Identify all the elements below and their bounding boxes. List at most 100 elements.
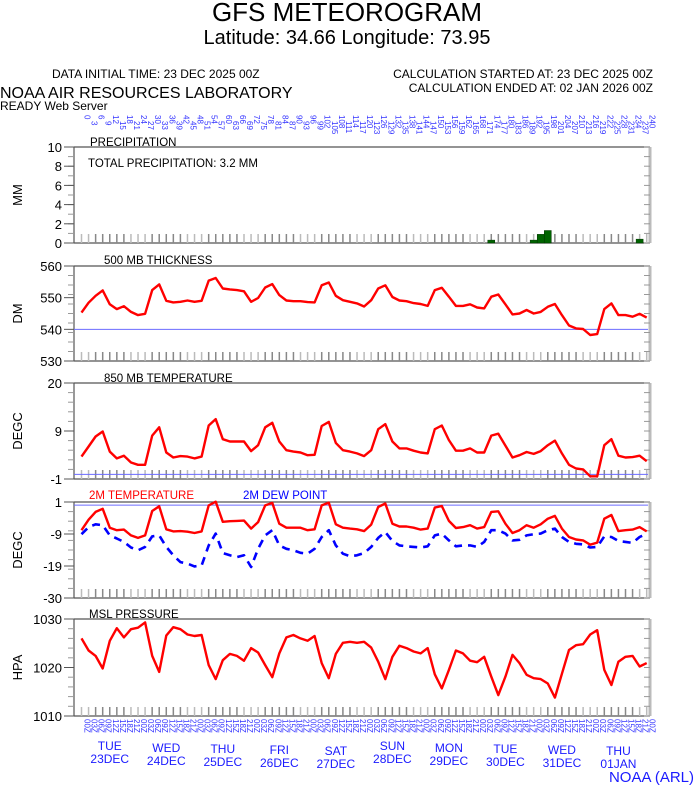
precip-bar [635, 238, 644, 244]
top-hour-label: 171 [485, 121, 494, 135]
top-hour-label: 183 [513, 121, 522, 135]
bottom-time-label: 03Z [372, 719, 381, 733]
top-hour-label: 66 [238, 115, 247, 124]
top-hour-label: 84 [280, 115, 289, 124]
bottom-time-label: 18Z [464, 719, 473, 733]
bottom-time-label: 18Z [407, 719, 416, 733]
top-hour-label: 45 [188, 121, 197, 130]
top-hour-label: 138 [407, 115, 416, 129]
bottom-time-label: 00Z [139, 719, 148, 733]
top-hour-label: 132 [393, 115, 402, 129]
top-hour-label: 225 [612, 121, 621, 135]
top-hour-label: 0 [83, 115, 92, 120]
bottom-time-label: 03Z [203, 719, 212, 733]
top-hour-label: 27 [146, 121, 155, 130]
bottom-time-label: 21Z [358, 719, 367, 733]
top-hour-label: 174 [492, 115, 501, 129]
bottom-time-label: 00Z [252, 719, 261, 733]
y-tick-label: 10 [48, 140, 62, 155]
bottom-time-label: 12Z [506, 719, 515, 733]
initial-time: DATA INITIAL TIME: 23 DEC 2025 00Z [52, 67, 260, 81]
bottom-time-label: 00Z [478, 719, 487, 733]
top-hour-label: 51 [203, 121, 212, 130]
date-label: 24DEC [147, 754, 186, 768]
t2m-legend: 2M TEMPERATURE [89, 490, 194, 502]
precip-title: PRECIPITATION [90, 137, 176, 149]
top-hour-label: 135 [400, 121, 409, 135]
bottom-time-label: 06Z [379, 719, 388, 733]
top-hour-label: 144 [422, 115, 431, 129]
top-hour-label: 180 [506, 115, 515, 129]
top-hour-label: 57 [217, 121, 226, 130]
bottom-time-label: 09Z [160, 719, 169, 733]
series-0-line [80, 417, 648, 478]
top-hour-label: 219 [598, 121, 607, 135]
dewpoint-legend: 2M DEW POINT [243, 490, 327, 502]
day-of-week-label: MON [435, 741, 463, 755]
bottom-time-label: 18Z [294, 719, 303, 733]
top-hour-label: 102 [323, 115, 332, 129]
y-tick-label: 560 [40, 259, 62, 274]
dewpoint-line [80, 522, 648, 569]
bottom-time-label: 09Z [443, 719, 452, 733]
bottom-time-label: 03Z [429, 719, 438, 733]
bottom-time-label: 03Z [259, 719, 268, 733]
bottom-time-label: 06Z [153, 719, 162, 733]
precip-bar [544, 230, 552, 244]
bottom-time-label: 00Z [591, 719, 600, 733]
top-hour-label: 24 [139, 115, 148, 124]
top-hour-label: 60 [224, 115, 233, 124]
y-tick-label: 1010 [33, 709, 62, 724]
bottom-time-label: 09Z [217, 719, 226, 733]
day-of-week-label: SAT [325, 744, 348, 758]
mslp-title: MSL PRESSURE [89, 609, 179, 621]
bottom-time-label: 15Z [400, 719, 409, 733]
bottom-time-label: 00Z [365, 719, 374, 733]
panel-0: 10 8 6 4 2 0 MM [10, 140, 652, 251]
series-0-line [80, 500, 648, 546]
bottom-time-label: 06Z [605, 719, 614, 733]
series-0-line [80, 276, 648, 337]
bottom-time-label: 15Z [118, 719, 127, 733]
top-hour-label: 63 [231, 121, 240, 130]
location-subtitle: Latitude: 34.66 Longitude: 73.95 [204, 27, 491, 49]
top-hour-label: 87 [287, 121, 296, 130]
bottom-time-label: 09Z [386, 719, 395, 733]
bottom-time-label: 00Z [422, 719, 431, 733]
bottom-time-label: 03Z [542, 719, 551, 733]
y-tick-label: 1020 [33, 661, 62, 676]
top-hour-label: 192 [535, 115, 544, 129]
y-tick-label: 530 [40, 354, 62, 369]
bottom-time-label: 09Z [612, 719, 621, 733]
top-hour-label: 39 [174, 121, 183, 130]
chart-title: GFS METEOROGRAM [212, 0, 482, 27]
bottom-time-label: 03Z [146, 719, 155, 733]
bottom-time-label: 12Z [280, 719, 289, 733]
y-tick-label: -9 [50, 527, 62, 542]
lab-name: NOAA AIR RESOURCES LABORATORY [0, 85, 293, 102]
y-tick-label: 2 [55, 217, 62, 232]
bottom-time-label: 00Z [648, 719, 657, 733]
top-hour-label: 111 [344, 121, 353, 134]
bottom-time-label: 15Z [627, 719, 636, 733]
bottom-time-label: 21Z [302, 719, 311, 733]
bottom-time-label: 09Z [104, 719, 113, 733]
bottom-time-label: 15Z [231, 719, 240, 733]
precip-bar [487, 239, 496, 244]
y-axis-label: DM [10, 303, 25, 323]
top-hour-label: 33 [160, 121, 169, 130]
top-hour-label: 129 [386, 121, 395, 135]
day-of-week-label: WED [152, 741, 180, 755]
top-hour-label: 90 [294, 115, 303, 124]
y-tick-label: 4 [55, 198, 62, 213]
bottom-time-label: 21Z [528, 719, 537, 733]
precip-total: TOTAL PRECIPITATION: 3.2 MM [88, 158, 258, 170]
y-tick-label: -19 [43, 559, 62, 574]
date-label: 26DEC [260, 756, 299, 770]
bottom-time-label: 21Z [415, 719, 424, 733]
bottom-time-label: 18Z [351, 719, 360, 733]
top-hour-label: 222 [605, 115, 614, 129]
y-axis-label: MM [10, 184, 25, 206]
y-axis-label: DEGC [10, 412, 25, 450]
